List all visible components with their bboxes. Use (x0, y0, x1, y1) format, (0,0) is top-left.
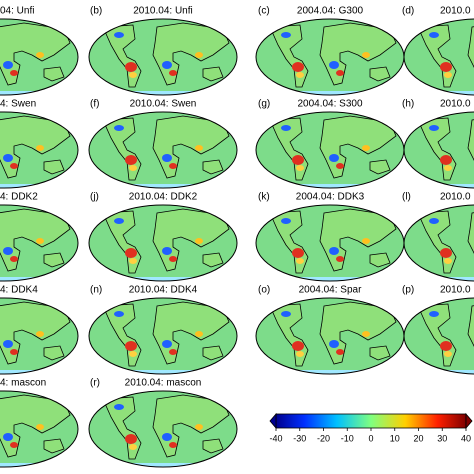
world-map (83, 205, 243, 283)
panel-label: (g) (258, 99, 270, 110)
map-panel: (f) 2010.04: Swen (83, 99, 243, 190)
world-map (398, 19, 474, 97)
panel-title: 2004.04: Spar (299, 285, 362, 296)
map-panel: (d) 2010.0 (398, 6, 474, 97)
map-panel: (h) 2010.0 (398, 99, 474, 190)
map-panel: (g) 2004.04: S300 (250, 99, 410, 190)
panel-title: 4: mascon (0, 378, 46, 389)
world-map (0, 112, 84, 190)
map-panel: (r) 2010.04: mascon (83, 378, 243, 469)
world-map (250, 19, 410, 97)
colorbar-min-arrow (269, 412, 277, 430)
panel-title: 2010.04: Swen (130, 99, 197, 110)
map-panel: (k) 2004.04: DDK3 (250, 192, 410, 283)
world-map (83, 391, 243, 469)
panel-title: 2010.0 (440, 192, 471, 203)
panel-label: (o) (258, 285, 270, 296)
world-map (250, 298, 410, 376)
map-panel: 4: Swen (0, 99, 84, 190)
panel-title: 4: Swen (0, 99, 36, 110)
panel-label: (d) (402, 6, 414, 17)
panel-label: (r) (90, 378, 100, 389)
panel-title: 2010.0 (440, 285, 471, 296)
world-map (398, 112, 474, 190)
world-map (83, 112, 243, 190)
panel-label: (c) (258, 6, 270, 17)
world-map (398, 298, 474, 376)
panel-title: 2004.04: G300 (297, 6, 364, 17)
world-map (250, 112, 410, 190)
map-panel: 4: DDK2 (0, 192, 84, 283)
world-map (398, 205, 474, 283)
colorbar-tick-label: 20 (413, 433, 423, 443)
colorbar-tick-label: -30 (293, 433, 306, 443)
panel-title: 4: DDK4 (0, 285, 38, 296)
world-map (83, 298, 243, 376)
colorbar-tick-label: -20 (317, 433, 330, 443)
map-panel: (o) 2004.04: Spar (250, 285, 410, 376)
panel-grid: 04: Unfi (b) 2010.04: Unfi (c) 2004.04: G300… (0, 6, 474, 469)
map-panel: (l) 2010.0 (398, 192, 474, 283)
panel-title: 2004.04: DDK3 (296, 192, 365, 203)
map-panel: (j) 2010.04: DDK2 (83, 192, 243, 283)
panel-label: (f) (90, 99, 99, 110)
map-panel: (p) 2010.0 (398, 285, 474, 376)
colorbar-gradient (275, 413, 467, 429)
panel-label: (b) (90, 6, 102, 17)
colorbar-tick-label: 40 (461, 433, 471, 443)
map-panel: (b) 2010.04: Unfi (83, 6, 243, 97)
world-map (0, 391, 84, 469)
panel-label: (l) (402, 192, 411, 203)
panel-label: (n) (90, 285, 102, 296)
colorbar-tick-label: -10 (341, 433, 354, 443)
world-map (0, 205, 84, 283)
panel-title: 2010.04: Unfi (133, 6, 193, 17)
colorbar: -40 -30 -20 -10 0 10 20 30 40 (269, 412, 473, 443)
map-panel: 4: mascon (0, 378, 84, 469)
panel-label: (k) (258, 192, 270, 203)
world-map (0, 298, 84, 376)
colorbar-tick-label: 0 (368, 433, 373, 443)
panel-title: 2010.04: DDK2 (129, 192, 198, 203)
panel-title: 2010.04: DDK4 (129, 285, 198, 296)
panel-title: 04: Unfi (0, 6, 34, 17)
map-panel: (c) 2004.04: G300 (250, 6, 410, 97)
map-panel: 04: Unfi (0, 6, 84, 97)
world-map (83, 19, 243, 97)
colorbar-tick-label: 30 (437, 433, 447, 443)
panel-title: 2010.0 (440, 99, 471, 110)
panel-label: (j) (90, 192, 99, 203)
colorbar-max-arrow (465, 412, 473, 430)
panel-label: (p) (402, 285, 414, 296)
colorbar-tick-label: -40 (269, 433, 282, 443)
map-panel: (n) 2010.04: DDK4 (83, 285, 243, 376)
map-panel: 4: DDK4 (0, 285, 84, 376)
panel-title: 2004.04: S300 (297, 99, 362, 110)
panel-title: 2010.04: mascon (125, 378, 202, 389)
panel-label: (h) (402, 99, 414, 110)
colorbar-tick-label: 10 (390, 433, 400, 443)
world-map (0, 19, 84, 97)
world-map (250, 205, 410, 283)
panel-title: 4: DDK2 (0, 192, 38, 203)
panel-title: 2010.0 (440, 6, 471, 17)
